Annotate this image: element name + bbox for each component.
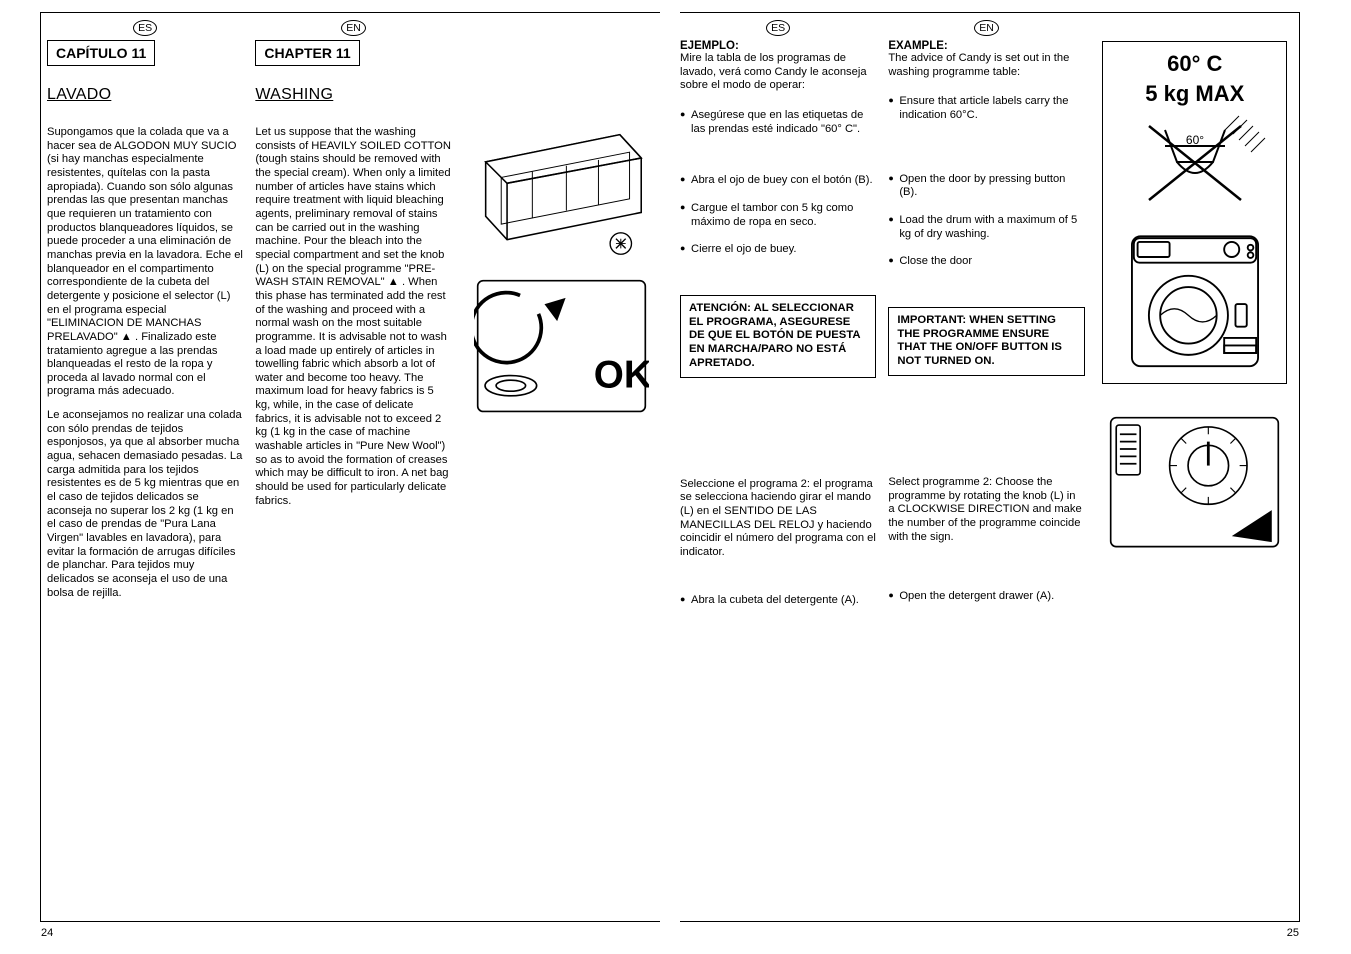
lang-badge-es: ES	[47, 19, 243, 36]
bullet-en-4: Close the door	[888, 255, 1084, 269]
body-en: Let us suppose that the washing consists…	[255, 126, 451, 508]
chapter-box-es: CAPÍTULO 11	[47, 40, 155, 66]
bullet-es-1: Asegúrese que en las etiquetas de las pr…	[680, 109, 876, 136]
data-panel: 60° C 5 kg MAX 60°	[1102, 41, 1287, 384]
page-25: ES EJEMPLO: Mire la tabla de los program…	[680, 12, 1300, 922]
panel-max: 5 kg MAX	[1109, 82, 1280, 106]
col-en-right: EN EXAMPLE: The advice of Candy is set o…	[888, 13, 1084, 621]
bullet-es-3: Cargue el tambor con 5 kg como máximo de…	[680, 202, 876, 229]
page-24: ES CAPÍTULO 11 LAVADO Supongamos que la …	[40, 12, 660, 922]
bullet-en-2: Open the door by pressing button (B).	[888, 173, 1084, 200]
example-head-es: EJEMPLO:	[680, 40, 876, 52]
example-body-en: The advice of Candy is set out in the wa…	[888, 52, 1084, 79]
bullet-en-1: Ensure that article labels carry the ind…	[888, 95, 1084, 122]
bullet-en-3: Load the drum with a maximum of 5 kg of …	[888, 214, 1084, 241]
lang-es-text-r: ES	[766, 20, 790, 36]
lang-badge-en: EN	[255, 19, 451, 36]
lang-en-text-r: EN	[974, 20, 999, 36]
bullet-en-6: Open the detergent drawer (A).	[888, 590, 1084, 604]
para-es-1: Supongamos que la colada que va a hacer …	[47, 126, 243, 399]
chapter-box-en: CHAPTER 11	[255, 40, 359, 66]
bullet-es-6: Abra la cubeta del detergente (A).	[680, 594, 876, 608]
right-image-col: 60° C 5 kg MAX 60°	[1097, 13, 1293, 621]
lang-badge-en-r: EN	[888, 19, 1084, 36]
para-en-5: Select programme 2: Choose the programme…	[888, 476, 1084, 544]
ok-label: OK	[594, 354, 649, 397]
col-es-left: ES CAPÍTULO 11 LAVADO Supongamos que la …	[47, 13, 243, 610]
lang-badge-es-r: ES	[680, 19, 876, 36]
svg-text:60°: 60°	[1186, 133, 1204, 147]
body-es: Supongamos que la colada que va a hacer …	[47, 126, 243, 600]
example-body-es: Mire la tabla de los programas de lavado…	[680, 52, 876, 93]
right-columns: ES EJEMPLO: Mire la tabla de los program…	[680, 13, 1293, 621]
bullet-es-4: Cierre el ojo de buey.	[680, 243, 876, 257]
para-en-1: Let us suppose that the washing consists…	[255, 126, 451, 508]
example-head-en: EXAMPLE:	[888, 40, 1084, 52]
lang-en-text: EN	[341, 20, 366, 36]
door-ok-icon: OK	[474, 277, 649, 415]
para-es-5: Seleccione el programa 2: el programa se…	[680, 478, 876, 560]
notice-en: IMPORTANT: WHEN SETTING THE PROGRAMME EN…	[888, 307, 1084, 376]
page-number-24: 24	[41, 927, 53, 939]
section-title-es: LAVADO	[47, 86, 243, 104]
panel-temp: 60° C	[1109, 52, 1280, 76]
bullet-es-2: Abra el ojo de buey con el botón (B).	[680, 174, 876, 188]
left-columns: ES CAPÍTULO 11 LAVADO Supongamos que la …	[47, 13, 660, 610]
washer-icon	[1115, 225, 1275, 376]
page-number-25: 25	[1287, 927, 1299, 939]
left-image-col: OK	[464, 13, 660, 610]
notice-es: ATENCIÓN: AL SELECCIONAR EL PROGRAMA, AS…	[680, 295, 876, 378]
detergent-drawer-icon	[474, 123, 649, 259]
lang-es-text: ES	[133, 20, 157, 36]
section-title-en: WASHING	[255, 86, 451, 104]
col-en-left: EN CHAPTER 11 WASHING Let us suppose tha…	[255, 13, 451, 610]
wash-label-icon: 60°	[1115, 112, 1275, 222]
col-es-right: ES EJEMPLO: Mire la tabla de los program…	[680, 13, 876, 621]
para-es-2: Le aconsejamos no realizar una colada co…	[47, 409, 243, 600]
program-knob-icon	[1107, 414, 1282, 552]
